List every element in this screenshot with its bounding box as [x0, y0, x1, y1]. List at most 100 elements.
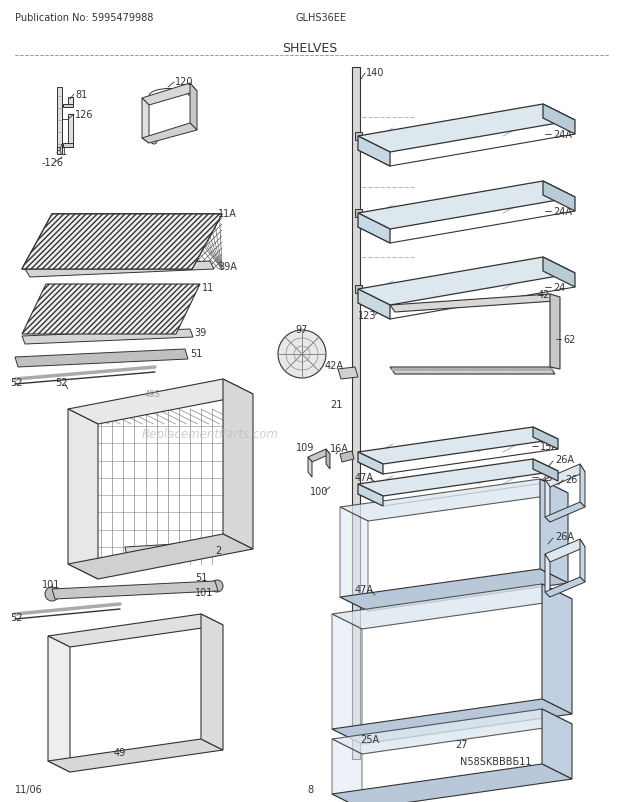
Polygon shape [332, 614, 362, 744]
Polygon shape [358, 452, 383, 475]
Circle shape [278, 330, 326, 379]
Polygon shape [48, 739, 223, 772]
Polygon shape [340, 452, 354, 463]
Circle shape [356, 294, 362, 301]
Polygon shape [25, 261, 214, 277]
Text: 26A: 26A [555, 455, 574, 464]
Text: 47: 47 [508, 431, 520, 441]
Text: 52: 52 [55, 378, 68, 387]
Text: 39A: 39A [218, 261, 237, 272]
Polygon shape [390, 367, 555, 375]
Polygon shape [358, 460, 558, 496]
Polygon shape [190, 84, 197, 131]
Polygon shape [355, 210, 362, 217]
Polygon shape [358, 214, 390, 244]
Polygon shape [550, 294, 560, 370]
Polygon shape [125, 542, 212, 557]
Text: 101: 101 [195, 587, 213, 597]
Text: 11A: 11A [218, 209, 237, 219]
Text: 51: 51 [195, 573, 207, 582]
Polygon shape [63, 105, 73, 107]
Text: 49: 49 [114, 747, 126, 757]
Text: 47A: 47A [355, 472, 374, 482]
Text: 24: 24 [553, 282, 565, 293]
Polygon shape [543, 182, 575, 212]
Polygon shape [201, 614, 223, 750]
Text: 25A: 25A [360, 734, 379, 744]
Text: GLHS36EE: GLHS36EE [295, 13, 346, 23]
Text: 49S: 49S [145, 390, 161, 399]
Polygon shape [52, 581, 218, 599]
Text: 39: 39 [194, 327, 206, 338]
Polygon shape [142, 99, 149, 144]
Text: 100: 100 [310, 486, 329, 496]
Text: N58SKBBBБ11: N58SKBBBБ11 [460, 756, 531, 766]
Polygon shape [48, 614, 223, 647]
Polygon shape [545, 464, 585, 488]
Polygon shape [580, 539, 585, 582]
Polygon shape [63, 144, 73, 148]
Polygon shape [308, 457, 312, 477]
Circle shape [45, 587, 59, 602]
Polygon shape [142, 124, 197, 144]
Text: 24A: 24A [553, 207, 572, 217]
Text: ReplacementParts.com: ReplacementParts.com [141, 428, 278, 441]
Text: 42A: 42A [325, 361, 344, 371]
Text: 126: 126 [75, 110, 94, 119]
Polygon shape [533, 427, 558, 449]
Circle shape [151, 139, 157, 145]
Text: 109: 109 [296, 443, 314, 452]
Polygon shape [48, 636, 70, 772]
Text: 51: 51 [190, 349, 202, 358]
Text: 81: 81 [55, 147, 67, 157]
Circle shape [211, 581, 223, 592]
Text: 140: 140 [366, 68, 384, 78]
Polygon shape [68, 98, 73, 105]
Polygon shape [57, 88, 62, 155]
Text: 120: 120 [175, 77, 193, 87]
Circle shape [356, 219, 362, 225]
Polygon shape [580, 464, 585, 508]
Text: 47A: 47A [355, 585, 374, 594]
Polygon shape [542, 585, 572, 714]
Polygon shape [358, 427, 558, 464]
Polygon shape [22, 330, 193, 345]
Polygon shape [68, 379, 253, 424]
Text: 21: 21 [330, 399, 342, 410]
Polygon shape [540, 480, 568, 583]
Text: 81: 81 [75, 90, 87, 100]
Circle shape [184, 126, 190, 132]
Polygon shape [358, 290, 390, 320]
Polygon shape [358, 105, 575, 153]
Text: SHELVES: SHELVES [282, 42, 338, 55]
Text: 101: 101 [42, 579, 60, 589]
Circle shape [356, 142, 362, 148]
Text: 27: 27 [455, 739, 467, 749]
Polygon shape [545, 502, 585, 522]
Polygon shape [543, 257, 575, 288]
Polygon shape [545, 539, 585, 562]
Polygon shape [308, 449, 330, 463]
Text: 97: 97 [295, 325, 308, 334]
Polygon shape [545, 577, 585, 597]
Polygon shape [340, 480, 568, 521]
Polygon shape [358, 182, 575, 229]
Text: 42: 42 [538, 290, 551, 300]
Polygon shape [355, 133, 362, 141]
Polygon shape [358, 257, 575, 306]
Polygon shape [340, 508, 368, 611]
Polygon shape [355, 286, 362, 294]
Polygon shape [332, 709, 572, 754]
Polygon shape [543, 105, 575, 135]
Polygon shape [338, 367, 358, 379]
Polygon shape [390, 294, 555, 313]
Text: Publication No: 5995479988: Publication No: 5995479988 [15, 13, 153, 23]
Polygon shape [332, 699, 572, 744]
Polygon shape [223, 379, 253, 549]
Polygon shape [340, 569, 568, 611]
Polygon shape [533, 460, 558, 481]
Text: 15A: 15A [540, 441, 559, 452]
Text: 26: 26 [565, 475, 577, 484]
Polygon shape [332, 739, 362, 802]
Polygon shape [22, 215, 222, 269]
